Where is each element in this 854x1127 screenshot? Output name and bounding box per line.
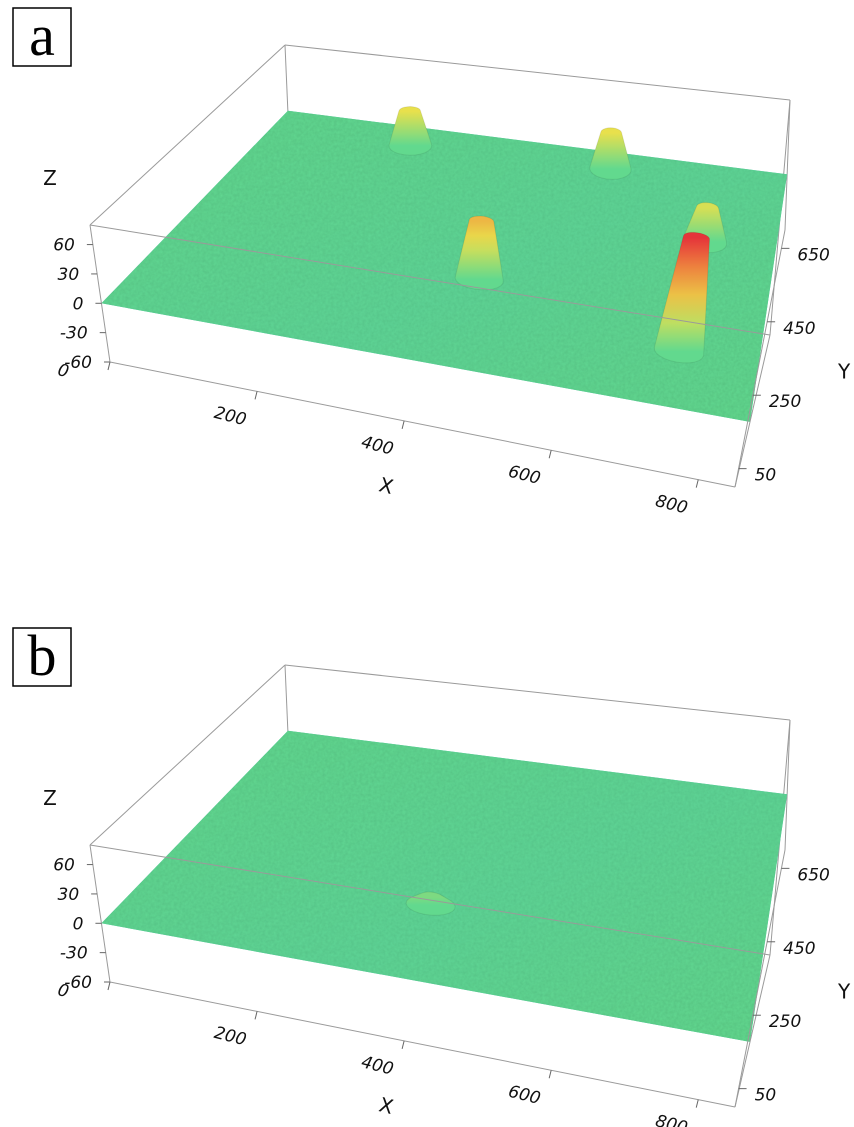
box-edge [785, 100, 790, 230]
x-tick-label: 200 [212, 403, 248, 430]
x-tick-label: 800 [653, 1111, 689, 1127]
x-tick [108, 362, 110, 370]
y-tick-label: 450 [783, 939, 815, 959]
y-tick-label: 650 [797, 865, 829, 885]
x-tick-label: 400 [359, 432, 395, 459]
box-edge [90, 845, 110, 982]
x-tick [108, 982, 110, 990]
x-axis-label: X [377, 1092, 396, 1119]
z-tick-label: 30 [58, 265, 80, 285]
x-tick [549, 1070, 551, 1078]
y-tick-label: 250 [769, 392, 801, 412]
z-tick-label: 30 [58, 885, 80, 905]
x-tick [255, 1011, 257, 1019]
panel-label: b [28, 623, 57, 688]
y-tick-label: 50 [755, 1086, 777, 1106]
z-tick-label: 0 [73, 294, 84, 314]
panel-label: a [29, 3, 55, 68]
z-axis-label: Z [43, 786, 57, 810]
peak [389, 107, 432, 156]
x-tick [549, 450, 551, 458]
x-tick-label: 0 [56, 980, 71, 1002]
box-edge [285, 665, 790, 720]
y-tick-label: 450 [783, 319, 815, 339]
z-tick-label: 60 [53, 856, 75, 876]
x-tick-label: 600 [506, 462, 542, 489]
box-edge [90, 225, 110, 362]
x-tick [255, 391, 257, 399]
x-tick-label: 600 [506, 1082, 542, 1109]
surface-shade [101, 731, 787, 1042]
x-tick [696, 1100, 698, 1108]
y-tick-label: 50 [755, 466, 777, 486]
figure: -60-3003060020040060080050250450650ZXYa-… [0, 0, 854, 1127]
z-tick-label: 60 [53, 236, 75, 256]
x-tick-label: 0 [56, 360, 71, 382]
x-tick-label: 800 [653, 491, 689, 518]
z-tick-label: -30 [60, 324, 88, 344]
box-edge [285, 45, 790, 100]
page: -60-3003060020040060080050250450650ZXYa-… [0, 0, 854, 1127]
x-tick [402, 1041, 404, 1049]
x-tick-label: 400 [359, 1052, 395, 1079]
x-tick-label: 200 [212, 1023, 248, 1050]
z-tick-label: 0 [73, 914, 84, 934]
y-tick-label: 250 [769, 1012, 801, 1032]
peak [590, 128, 631, 180]
y-axis-label: Y [837, 360, 851, 384]
z-axis-label: Z [43, 166, 57, 190]
y-tick-label: 650 [797, 245, 829, 265]
y-axis-label: Y [837, 980, 851, 1004]
z-tick-label: -30 [60, 944, 88, 964]
box-edge [785, 720, 790, 850]
x-axis-label: X [377, 472, 396, 499]
x-tick [696, 480, 698, 488]
x-tick [402, 421, 404, 429]
